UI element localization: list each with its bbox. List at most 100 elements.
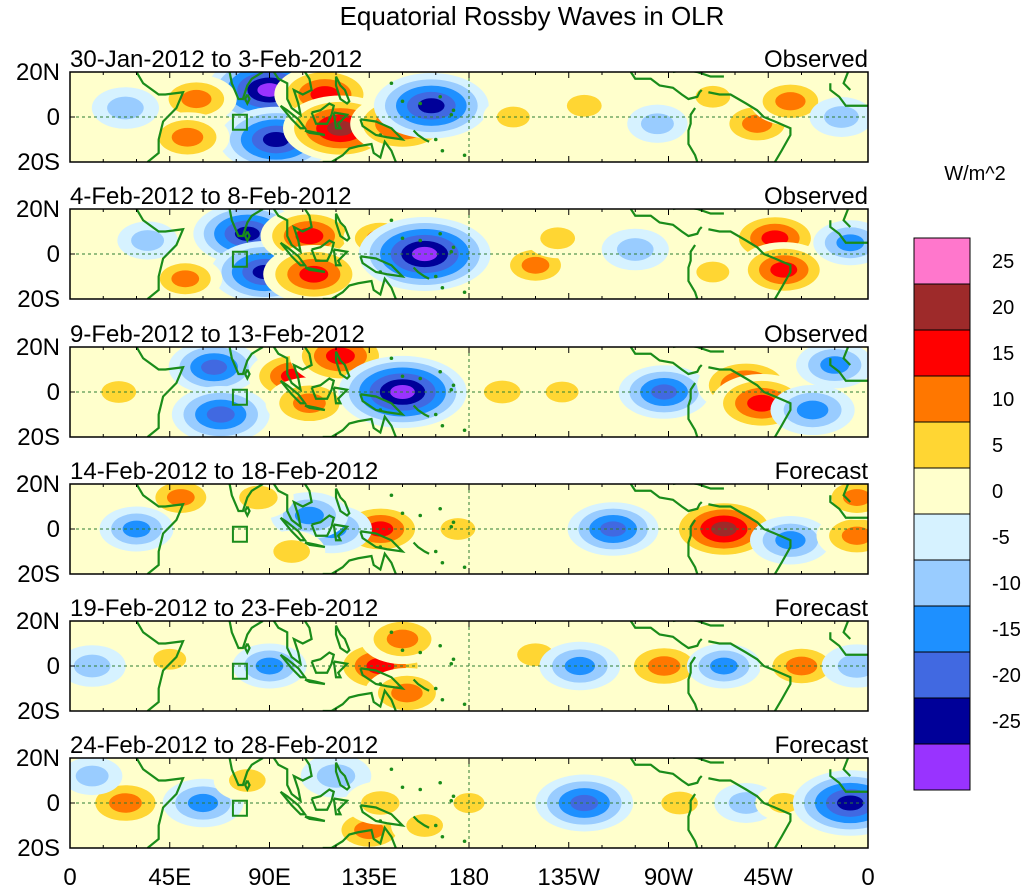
colorbar-swatch: [913, 559, 971, 607]
panel-3: 20N 0 20S 9-Feb-2012 to 13-Feb-2012 Observed: [16, 321, 869, 451]
anomaly-contour: [386, 629, 419, 649]
anomaly-contour: [824, 106, 859, 128]
positive-anomaly: [155, 74, 237, 124]
colorbar-swatch: [913, 283, 971, 331]
coastline: [135, 347, 185, 437]
anomaly-contour: [206, 406, 235, 423]
coastline: [842, 72, 852, 91]
coastline: [332, 248, 350, 267]
positive-anomaly: [258, 530, 326, 573]
island: [418, 787, 423, 792]
island: [418, 376, 423, 381]
coastlines: [135, 621, 868, 711]
colorbar-label: -10: [992, 573, 1021, 595]
coastline: [829, 220, 868, 244]
anomaly-contour: [600, 521, 627, 537]
coastline: [304, 266, 326, 274]
y-tick-label: 20N: [16, 334, 60, 361]
coastline: [279, 653, 308, 679]
island: [449, 524, 454, 529]
coastline: [672, 621, 724, 627]
colorbar-label: 10: [992, 389, 1014, 411]
x-tick-label: 180: [449, 864, 489, 890]
coastline: [687, 382, 699, 437]
island: [389, 356, 394, 361]
x-tick-label: 90E: [248, 864, 291, 890]
anomaly-contour: [262, 131, 290, 148]
coastline: [629, 621, 703, 650]
y-tick-label: 20S: [17, 835, 60, 862]
island: [389, 630, 394, 635]
positive-anomaly: [483, 97, 544, 137]
colorbar-label: -20: [992, 665, 1021, 687]
negative-anomaly: [539, 641, 621, 691]
coastline: [842, 347, 852, 366]
island: [378, 270, 383, 274]
coastline: [842, 621, 852, 640]
anomaly-contour: [640, 113, 674, 135]
coastline: [228, 484, 264, 513]
island: [440, 423, 445, 428]
coastlines: [135, 72, 868, 162]
coastline: [334, 488, 351, 517]
panel-status: Observed: [764, 321, 868, 348]
anomaly-contour: [820, 356, 850, 374]
coastline: [629, 347, 703, 376]
island: [433, 274, 438, 279]
x-tick-label: 0: [63, 864, 76, 890]
island: [462, 290, 467, 295]
anomaly-contour: [710, 657, 738, 675]
anomaly-contour: [570, 794, 599, 812]
island: [433, 549, 438, 554]
island: [440, 285, 445, 290]
coastline: [359, 530, 406, 554]
colorbar-label: 15: [992, 343, 1014, 365]
anomaly-contour: [747, 394, 777, 412]
y-tick-label: 0: [47, 241, 60, 268]
panel-1: 20N 0 20S 30-Jan-2012 to 3-Feb-2012 Observed: [16, 46, 869, 176]
coastline: [273, 347, 313, 393]
coastline: [304, 129, 326, 137]
coastline: [135, 484, 185, 574]
y-tick-label: 20N: [16, 471, 60, 498]
y-tick-label: 0: [47, 516, 60, 543]
anomaly-contour: [695, 85, 731, 108]
negative-anomaly: [91, 87, 160, 129]
coastline: [332, 523, 350, 542]
coastline: [135, 621, 185, 711]
coastline: [708, 228, 792, 299]
coastline: [243, 369, 251, 381]
anomaly-contour: [418, 98, 445, 114]
coastline: [359, 255, 406, 279]
coastline: [359, 667, 406, 691]
x-axis: 0 45E 90E 135E 180 135W 90W 45W 0: [63, 864, 874, 890]
colorbar-swatch: [913, 421, 971, 469]
negative-anomaly: [373, 73, 489, 139]
anomaly-contour: [75, 765, 109, 787]
anomaly-contour: [616, 238, 654, 261]
island: [449, 387, 454, 392]
reference-box: [231, 113, 248, 131]
coastline: [304, 404, 326, 412]
anomaly-contour: [728, 792, 764, 814]
colorbar-swatch: [913, 375, 971, 423]
island: [451, 794, 456, 799]
x-tick-label: 90W: [644, 864, 694, 890]
anomaly-contour: [564, 656, 595, 676]
coastline: [304, 541, 326, 549]
anomaly-contour: [770, 261, 798, 278]
x-tick-label: 45W: [744, 864, 794, 890]
y-tick-label: 20N: [16, 608, 60, 635]
colorbar-swatch: [913, 467, 971, 515]
coastline: [412, 541, 430, 555]
coastline: [842, 209, 852, 228]
island: [378, 682, 383, 686]
anomaly-contour: [171, 270, 200, 288]
island: [378, 545, 383, 549]
coastline: [332, 797, 350, 816]
panels: 20N 0 20S 30-Jan-2012 to 3-Feb-2012 Observed…: [16, 46, 869, 862]
anomaly-contour: [294, 506, 324, 525]
coastline: [629, 209, 703, 238]
island: [440, 560, 445, 565]
anomaly-contour: [166, 489, 195, 506]
